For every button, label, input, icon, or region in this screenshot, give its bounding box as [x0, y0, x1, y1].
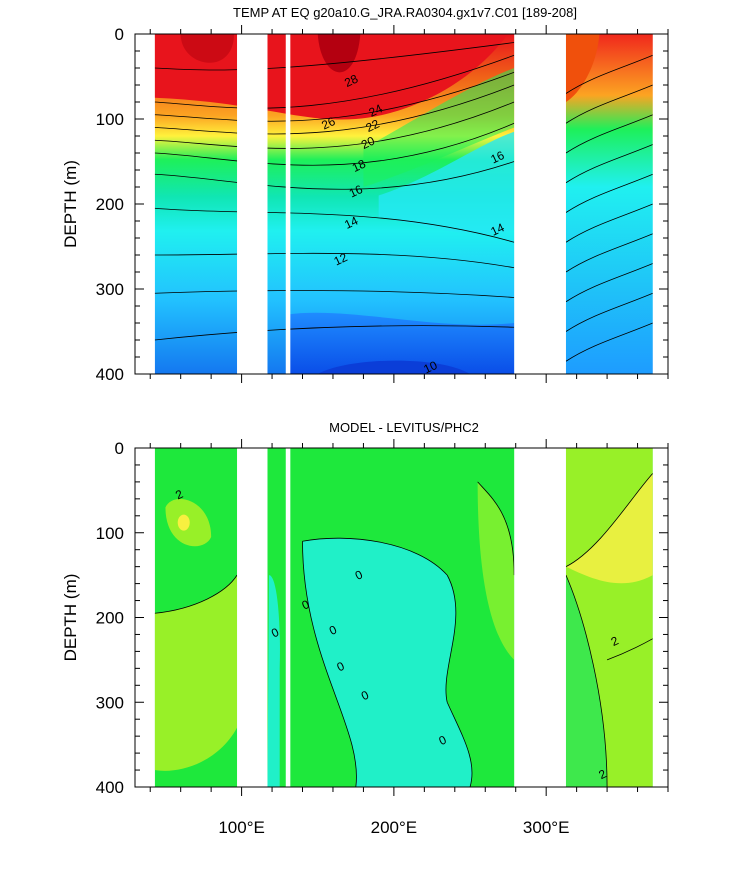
temperature-panel: TEMP AT EQ g20a10.G_JRA.RA0304.gx1v7.C01…: [61, 5, 669, 384]
difference-contour-line: [565, 574, 608, 787]
panel1-title: TEMP AT EQ g20a10.G_JRA.RA0304.gx1v7.C01…: [233, 5, 577, 20]
contour-label: 16: [488, 148, 506, 166]
contour-label: 14: [488, 220, 506, 238]
eastern-contour-line: [565, 173, 653, 213]
difference-contour-line: [565, 473, 653, 568]
temperature-contour-line: [154, 290, 515, 298]
x-tick-label: 300°E: [523, 818, 570, 837]
contour-label: 28: [342, 71, 360, 89]
eastern-contour-line: [565, 114, 653, 154]
y-tick-label: 0: [115, 25, 124, 44]
panel2-axes: 0 100 200 300 400 100°E 200°E 300°E: [96, 439, 669, 837]
y-tick-label: 300: [96, 280, 124, 299]
deep-cold-region: [287, 312, 515, 374]
x-tick-label: 100°E: [218, 818, 265, 837]
panel1-y-axis-label: DEPTH (m): [61, 160, 80, 248]
positive-anomaly-west: [154, 575, 238, 771]
contour-label: 12: [332, 250, 350, 268]
negative-anomaly-west-strip: [267, 575, 280, 787]
warm-core-west: [180, 34, 234, 63]
contour-label: 22: [364, 117, 382, 135]
contour-label: 10: [421, 358, 439, 376]
eastern-contour-line: [565, 233, 653, 273]
land-mask: [514, 448, 566, 787]
y-tick-label: 300: [96, 693, 124, 712]
temperature-contour-line: [154, 101, 515, 149]
warm-core-central: [317, 34, 361, 73]
x-tick-label: 200°E: [371, 818, 418, 837]
contour-label: 26: [319, 114, 337, 132]
panel2-title: MODEL - LEVITUS/PHC2: [329, 420, 479, 435]
eastern-contour-line: [565, 292, 653, 332]
temperature-contour-field: [154, 34, 653, 374]
y-tick-label: 100: [96, 110, 124, 129]
temperature-contour-line: [154, 122, 515, 166]
positive-anomaly-east-pacific: [477, 481, 515, 660]
deepest-cold-core: [317, 360, 471, 374]
temperature-contour-line: [154, 161, 515, 190]
difference-contour-line: [302, 541, 357, 787]
land-mask: [237, 448, 268, 787]
contour-label: 14: [342, 213, 360, 231]
land-mask: [285, 34, 291, 374]
eastern-warm-core: [565, 34, 600, 102]
y-tick-label: 400: [96, 778, 124, 797]
difference-contour-line: [302, 537, 448, 576]
y-tick-label: 0: [115, 439, 124, 458]
difference-contour-line: [445, 574, 457, 703]
land-mask: [237, 34, 268, 374]
contour-label: 16: [347, 182, 365, 200]
difference-panel: MODEL - LEVITUS/PHC2 0 100 200 300 400 100°E 2…: [61, 420, 669, 837]
temperature-contour-line: [154, 252, 515, 269]
eastern-contour-line: [565, 54, 653, 94]
y-tick-label: 400: [96, 365, 124, 384]
temperature-contour-line: [154, 84, 515, 135]
upwelled-cool-region: [378, 131, 515, 235]
difference-contour-line: [446, 702, 473, 787]
temperature-contour-line: [154, 71, 515, 122]
eastern-contour-line: [565, 84, 653, 124]
difference-contour-line: [154, 574, 238, 614]
warm-anomaly-spot: [177, 514, 190, 531]
eastern-contour-line: [565, 263, 653, 303]
temperature-contour-line: [154, 207, 515, 243]
difference-contour-line: [477, 481, 515, 576]
contour-label: 24: [367, 101, 385, 119]
panel1-axes: 0 100 200 300 400: [96, 25, 669, 384]
eastern-contour-line: [565, 203, 653, 243]
difference-contour-line: [606, 638, 653, 661]
eastern-coastal-anomaly: [565, 575, 608, 787]
temperature-contour-line: [154, 325, 515, 341]
land-mask: [285, 448, 291, 787]
eastern-contour-line: [565, 144, 653, 184]
difference-contour-field: [154, 448, 653, 787]
y-tick-label: 100: [96, 524, 124, 543]
panel2-y-axis-label: DEPTH (m): [61, 574, 80, 662]
land-mask: [514, 34, 566, 374]
temperature-contour-line: [154, 42, 515, 71]
contour-label: 18: [350, 156, 368, 174]
negative-anomaly-central: [302, 538, 473, 787]
y-tick-label: 200: [96, 195, 124, 214]
contour-label: 20: [359, 134, 377, 152]
eastern-contour-line: [565, 322, 653, 362]
y-tick-label: 200: [96, 609, 124, 628]
